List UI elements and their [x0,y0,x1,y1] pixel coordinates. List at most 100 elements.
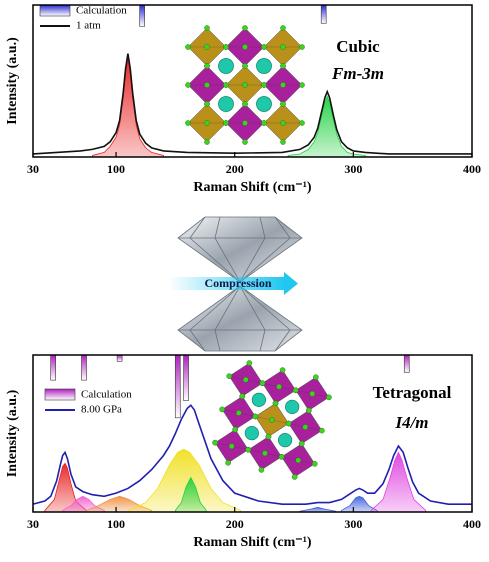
x-tick-label: 30 [27,517,39,531]
arrow-label: Compression [204,276,271,290]
plot-frame [32,4,473,158]
legend-label: Calculation [81,389,132,401]
atom [242,101,248,107]
annotation: Cubic [336,37,380,56]
atom [272,400,279,407]
calc-bar [320,4,327,24]
annotation: Fm-3m [331,64,384,83]
atom [299,82,305,88]
x-tick-label: 400 [463,517,481,531]
legend-label: 1 atm [76,20,101,32]
fit-peak [370,451,427,513]
calc-bar [183,354,189,401]
atom [245,446,252,453]
atom [242,44,248,50]
annotation: I4/m [394,413,428,432]
x-tick-label: 200 [226,517,244,531]
y-axis-label: Intensity (a.u.) [5,37,20,125]
x-tick-label: 400 [463,162,481,176]
atom [185,82,191,88]
x-axis-label: Raman Shift (cm⁻¹) [193,180,311,195]
atom [280,101,286,107]
calc-bar [81,354,87,381]
atom [302,424,309,430]
atom [204,120,210,126]
spectrum-line [32,404,472,505]
legend-label: Calculation [76,5,127,17]
atom [204,101,210,107]
atom [261,44,267,50]
atom [232,426,239,433]
atom [204,139,210,145]
atom [204,44,210,50]
atom [185,44,191,50]
atom [295,457,301,464]
y-axis-label: Intensity (a.u.) [5,389,20,477]
atom [279,367,286,373]
legend-swatch [44,388,76,401]
atom [258,467,265,473]
atom [298,440,305,447]
atom [285,420,292,427]
crystal-structure [185,25,305,145]
atom [299,44,305,50]
atom [228,443,235,449]
atom [280,63,286,69]
legend-label: 8.00 GPa [81,404,122,416]
atom [185,120,191,126]
atom [259,380,266,387]
atom [242,25,248,31]
atom [319,427,325,434]
atom [242,139,248,145]
atom [242,82,248,88]
legend-swatch [39,4,71,17]
x-tick-label: 100 [107,162,125,176]
atom [243,376,249,383]
atom [218,58,234,74]
atom [262,450,268,457]
atom [223,44,229,50]
atom [285,399,300,415]
atom [280,139,286,145]
atom [242,63,248,69]
atom [326,394,332,401]
atom [261,120,267,126]
calc-bar [174,354,181,419]
atom [280,120,286,126]
x-tick-label: 200 [226,162,244,176]
calc-bar [50,354,56,381]
atom [299,120,305,126]
x-tick-label: 100 [107,517,125,531]
x-tick-label: 300 [344,162,362,176]
calc-bar [403,354,410,373]
calc-bar [139,4,145,27]
atom [277,433,293,448]
atom [261,82,267,88]
atom [269,417,275,423]
atom [252,413,259,420]
atom [219,406,225,413]
atom [218,96,234,112]
x-tick-label: 30 [27,162,39,176]
atom [313,374,319,380]
calc-bar [116,354,123,362]
fit-peak [174,476,207,513]
atom [225,460,231,466]
plot-frame [32,354,473,513]
fit-peak [127,448,242,513]
atom [223,120,229,126]
atom [226,373,232,379]
atom [305,407,312,414]
crystal-structure [212,360,332,480]
atom [291,474,298,480]
atom [246,360,253,366]
atom [292,387,299,394]
compression-arrow: Compression [168,272,298,295]
annotation: Tetragonal [373,383,452,402]
atom [280,25,286,31]
atom [244,425,259,441]
atom [265,433,272,440]
atom [204,82,210,88]
atom [212,439,218,446]
